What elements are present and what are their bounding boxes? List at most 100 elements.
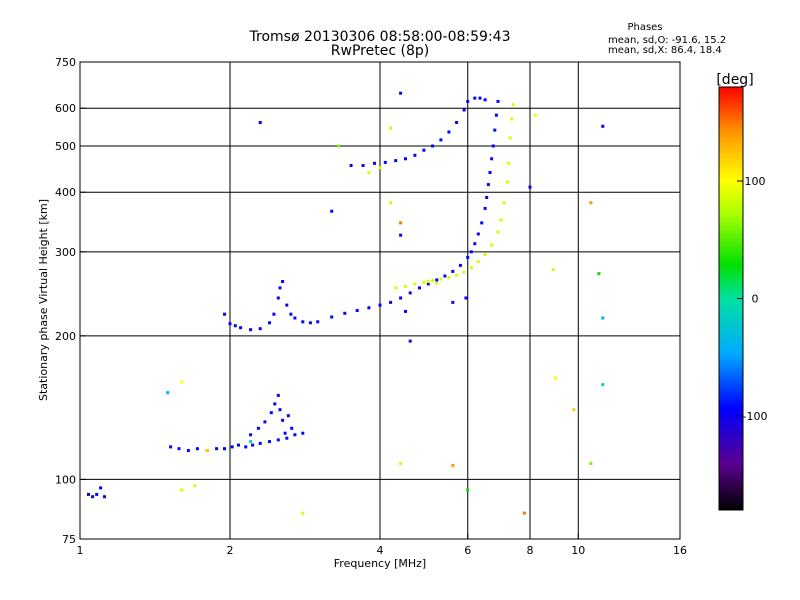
chart-subtitle: RwPretec (8p) <box>331 43 429 59</box>
data-point-s2-2 <box>589 201 593 205</box>
legend-line-x: mean, sd,X: 86.4, 18.4 <box>608 45 722 56</box>
data-point-s0-100 <box>408 339 412 343</box>
data-point-s0-24 <box>263 420 267 424</box>
x-tick-label-4: 4 <box>377 544 384 557</box>
data-point-s0-92 <box>473 96 477 100</box>
data-point-s0-2 <box>95 492 99 496</box>
data-points <box>87 91 605 515</box>
data-point-s0-72 <box>488 171 492 174</box>
data-point-s0-61 <box>443 274 447 278</box>
data-point-s0-35 <box>233 324 237 328</box>
data-point-s0-45 <box>289 312 293 316</box>
data-point-s0-43 <box>281 280 285 283</box>
data-point-s0-75 <box>493 128 497 132</box>
data-point-s0-102 <box>464 296 468 300</box>
data-point-s0-23 <box>256 426 260 430</box>
colorbar-ticks: 100 0 -100 <box>737 175 767 423</box>
data-point-s0-79 <box>361 164 365 167</box>
data-point-s2-15 <box>166 391 170 395</box>
y-axis-ticks: 75 100 200 300 400 500 600 750 <box>55 56 86 546</box>
data-point-s1-25 <box>426 280 430 283</box>
data-point-s0-54 <box>378 303 382 307</box>
colorbar-tick-label-100: 100 <box>745 175 766 188</box>
data-point-s0-74 <box>491 144 495 148</box>
data-point-s0-69 <box>483 206 487 210</box>
data-point-s0-12 <box>230 445 234 449</box>
data-point-s2-5 <box>554 376 557 380</box>
data-point-s0-41 <box>276 296 280 300</box>
data-point-s0-46 <box>293 316 297 320</box>
y-tick-label-100: 100 <box>55 473 76 486</box>
x-tick-label-10: 10 <box>571 544 585 557</box>
chart-title: Tromsø 20130306 08:58:00-08:59:43 <box>249 29 511 45</box>
data-point-s0-95 <box>399 91 403 95</box>
data-point-s1-16 <box>505 180 509 184</box>
data-point-s0-101 <box>451 300 455 304</box>
data-point-s1-21 <box>378 166 382 170</box>
data-point-s1-22 <box>367 171 371 174</box>
data-point-s0-20 <box>293 433 297 437</box>
data-point-s2-9 <box>523 511 526 515</box>
data-point-s0-38 <box>258 327 262 331</box>
data-point-s0-73 <box>490 157 494 161</box>
data-point-s0-86 <box>431 144 435 148</box>
y-tick-label-750: 750 <box>55 56 76 69</box>
data-point-s0-84 <box>413 153 417 157</box>
data-point-s0-76 <box>494 113 498 117</box>
y-axis-label: Stationary phase Virtual Height [km] <box>37 199 50 401</box>
data-point-s0-44 <box>285 303 289 307</box>
data-point-s0-67 <box>476 232 480 236</box>
data-point-s0-21 <box>301 431 305 435</box>
data-point-s1-11 <box>483 253 487 257</box>
x-tick-label-6: 6 <box>464 544 471 557</box>
data-point-s1-29 <box>193 484 197 488</box>
data-point-s0-56 <box>399 296 403 300</box>
data-point-s0-83 <box>404 157 407 161</box>
data-point-s0-81 <box>383 160 387 164</box>
data-point-s0-89 <box>455 121 459 124</box>
data-point-s2-8 <box>589 462 593 465</box>
data-point-s2-3 <box>597 272 601 276</box>
data-point-s2-20 <box>399 221 403 225</box>
y-tick-label-75: 75 <box>62 533 76 546</box>
data-point-s2-12 <box>399 462 403 465</box>
data-point-s0-65 <box>469 250 473 254</box>
data-point-s0-62 <box>451 269 455 273</box>
data-point-s2-0 <box>601 124 605 128</box>
data-point-s2-1 <box>551 268 555 272</box>
data-point-s1-3 <box>422 280 426 284</box>
data-point-s0-28 <box>278 408 282 412</box>
data-point-s0-93 <box>483 98 487 102</box>
data-point-s0-98 <box>399 233 403 237</box>
data-point-s0-80 <box>373 161 376 165</box>
data-point-s1-14 <box>499 218 503 222</box>
data-point-s0-85 <box>422 148 426 152</box>
data-point-s0-30 <box>283 431 287 435</box>
data-point-s2-6 <box>572 408 576 412</box>
data-point-s0-39 <box>268 321 271 325</box>
data-point-s0-94 <box>258 121 262 124</box>
data-point-s1-18 <box>508 136 512 140</box>
data-point-s0-78 <box>349 164 353 167</box>
colorbar-tick-label-0: 0 <box>752 293 759 306</box>
data-point-s0-48 <box>308 321 312 325</box>
x-tick-label-16: 16 <box>673 544 687 557</box>
data-point-s1-10 <box>476 260 480 264</box>
data-point-s1-20 <box>511 103 515 107</box>
data-point-s1-4 <box>431 279 435 283</box>
data-point-s0-0 <box>87 492 90 496</box>
x-axis-label: Frequency [MHz] <box>334 557 426 570</box>
data-point-s2-11 <box>528 185 532 189</box>
data-point-s1-28 <box>180 488 184 492</box>
data-point-s1-2 <box>413 282 417 286</box>
data-point-s0-3 <box>99 486 103 490</box>
data-point-s0-87 <box>439 138 443 142</box>
data-point-s0-68 <box>480 221 484 225</box>
data-point-s0-17 <box>268 440 271 444</box>
x-tick-label-2: 2 <box>227 544 234 557</box>
data-point-s0-15 <box>251 443 255 447</box>
data-point-s1-15 <box>502 201 506 205</box>
data-point-s0-36 <box>239 326 243 330</box>
x-axis-ticks: 1 2 4 6 8 10 16 <box>77 533 687 557</box>
